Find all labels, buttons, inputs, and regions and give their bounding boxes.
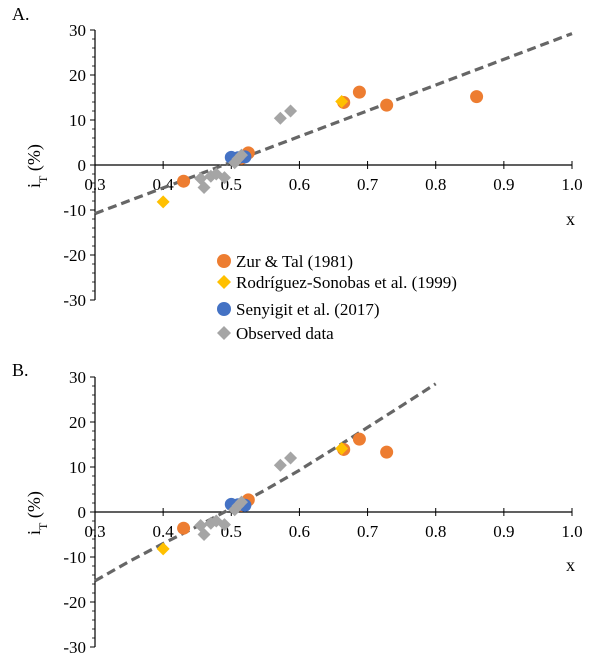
- x-tick-label: 0.4: [153, 522, 175, 541]
- y-tick-label: -10: [63, 201, 86, 220]
- legend: Zur & Tal (1981) Rodríguez-Sonobas et al…: [217, 252, 457, 343]
- y-tick-label: 30: [69, 21, 86, 40]
- x-tick-label: 0.8: [425, 175, 446, 194]
- legend-label-rodriguez: Rodríguez-Sonobas et al. (1999): [236, 273, 457, 292]
- data-point: [335, 95, 349, 109]
- data-point: [380, 445, 394, 459]
- x-axis-title: x: [566, 209, 575, 229]
- data-point: [352, 432, 366, 446]
- x-tick-label: 0.9: [493, 175, 514, 194]
- panel-label: B.: [12, 360, 29, 380]
- y-tick-label: 20: [69, 66, 86, 85]
- x-tick-label: 0.3: [84, 175, 105, 194]
- y-axis-title: iT (%): [24, 491, 50, 535]
- legend-label-senyigit: Senyigit et al. (2017): [236, 300, 380, 319]
- y-tick-label: -30: [63, 638, 86, 657]
- y-tick-label: -20: [63, 593, 86, 612]
- data-point: [177, 174, 191, 188]
- y-tick-label: 30: [69, 368, 86, 387]
- trendline: [94, 382, 437, 583]
- x-tick-label: 0.4: [153, 175, 175, 194]
- legend-label-zur: Zur & Tal (1981): [236, 252, 353, 271]
- series-observed: [194, 104, 298, 194]
- legend-marker-observed: [217, 326, 231, 340]
- legend-marker-senyigit: [217, 302, 231, 316]
- y-tick-label: 0: [78, 156, 87, 175]
- x-tick-label: 1.0: [561, 175, 582, 194]
- x-tick-label: 1.0: [561, 522, 582, 541]
- data-point: [156, 542, 170, 556]
- x-tick-label: 0.6: [289, 175, 310, 194]
- data-point: [217, 518, 231, 532]
- y-tick-label: -10: [63, 548, 86, 567]
- x-tick-label: 0.7: [357, 175, 379, 194]
- data-point: [470, 90, 484, 104]
- data-point: [235, 148, 249, 162]
- y-tick-label: 10: [69, 458, 86, 477]
- data-point: [217, 171, 231, 185]
- x-tick-label: 0.6: [289, 522, 310, 541]
- data-point: [177, 521, 191, 535]
- legend-label-observed: Observed data: [236, 324, 334, 343]
- series-observed: [194, 451, 298, 541]
- legend-marker-rodriguez: [217, 275, 231, 289]
- data-point: [273, 111, 287, 125]
- y-axis-title: iT (%): [24, 144, 50, 188]
- data-point: [197, 528, 211, 541]
- x-tick-label: 0.9: [493, 522, 514, 541]
- x-tick-label: 0.8: [425, 522, 446, 541]
- data-point: [273, 458, 287, 472]
- data-point: [235, 495, 249, 509]
- y-tick-label: 20: [69, 413, 86, 432]
- trendline: [94, 32, 573, 216]
- series-rodriguez: [156, 95, 349, 209]
- series-zur: [177, 85, 484, 188]
- y-tick-label: 0: [78, 503, 87, 522]
- y-tick-label: 10: [69, 111, 86, 130]
- x-tick-label: 0.3: [84, 522, 105, 541]
- data-point: [352, 85, 366, 99]
- data-point: [156, 195, 170, 209]
- data-point: [284, 104, 298, 118]
- data-point: [335, 442, 349, 456]
- x-tick-label: 0.7: [357, 522, 379, 541]
- legend-marker-zur: [217, 254, 231, 268]
- panel-label: A.: [12, 4, 30, 24]
- data-point: [197, 181, 211, 194]
- data-point: [284, 451, 298, 465]
- x-axis-title: x: [566, 555, 575, 575]
- y-tick-label: -20: [63, 246, 86, 265]
- y-tick-label: -30: [63, 291, 86, 310]
- series-rodriguez: [156, 442, 349, 556]
- data-point: [380, 98, 394, 112]
